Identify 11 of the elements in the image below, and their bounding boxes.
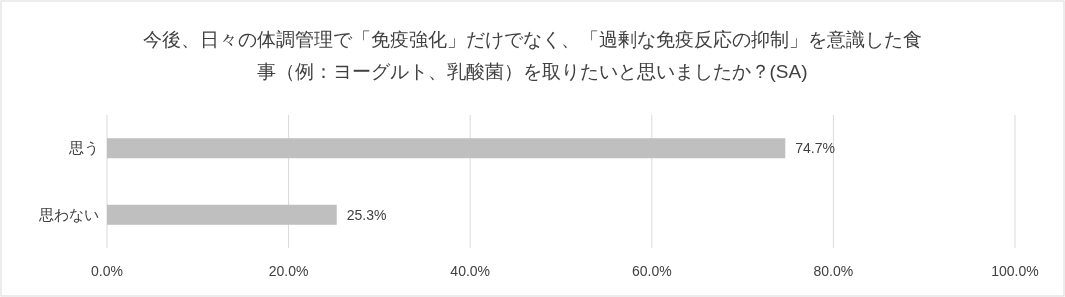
x-tick-label: 40.0% xyxy=(450,263,491,279)
x-tick-label: 100.0% xyxy=(991,263,1039,279)
y-tick-label: 思う xyxy=(68,139,99,157)
x-tick-label: 0.0% xyxy=(91,263,123,279)
x-tick-label: 60.0% xyxy=(631,263,672,279)
x-tick-label: 80.0% xyxy=(813,263,854,279)
data-label: 74.7% xyxy=(795,140,835,157)
chart-title: 今後、日々の体調管理で「免疫強化」だけでなく、「過剰な免疫反応の抑制」を意識した食事（例：ヨーグルト、乳酸菌）を取りたいと思いましたか？(SA) xyxy=(142,29,922,82)
y-tick-label: 思わない xyxy=(38,205,99,223)
data-label: 25.3% xyxy=(346,206,387,223)
x-tick-label: 20.0% xyxy=(268,263,309,279)
